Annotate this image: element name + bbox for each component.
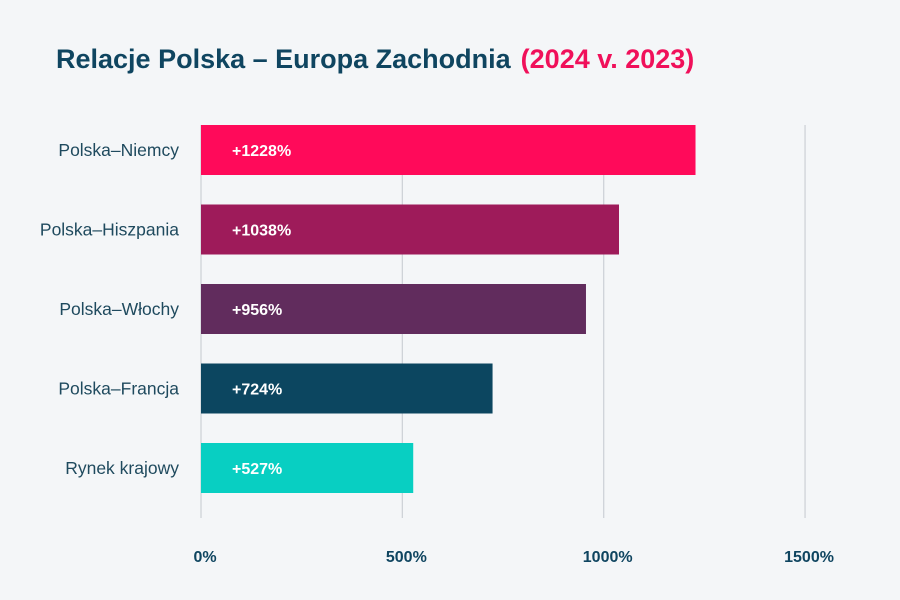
bar-value-label-2: +956% xyxy=(232,302,282,319)
category-label-4: Rynek krajowy xyxy=(65,458,179,478)
category-label-0: Polska–Niemcy xyxy=(58,140,179,160)
category-label-2: Polska–Włochy xyxy=(59,299,179,319)
chart-title-period: (2024 v. 2023) xyxy=(520,44,695,74)
chart-title-main: Relacje Polska – Europa Zachodnia xyxy=(56,44,511,74)
x-tick-label-3: 1500% xyxy=(784,549,834,566)
bar-4 xyxy=(201,443,414,493)
x-tick-label-1: 500% xyxy=(386,549,427,566)
bar-2 xyxy=(201,284,586,334)
chart-title: Relacje Polska – Europa Zachodnia (2024 v… xyxy=(56,44,694,75)
bar-3 xyxy=(201,363,493,414)
bar-value-label-0: +1228% xyxy=(232,143,291,160)
bar-value-label-1: +1038% xyxy=(232,223,291,240)
bar-value-label-4: +527% xyxy=(232,461,282,478)
x-tick-label-2: 1000% xyxy=(583,549,633,566)
x-tick-label-0: 0% xyxy=(193,549,216,566)
bar-value-label-3: +724% xyxy=(232,382,282,399)
category-label-1: Polska–Hiszpania xyxy=(40,220,179,240)
bar-0 xyxy=(201,125,696,175)
category-label-3: Polska–Francja xyxy=(58,379,179,399)
bar-1 xyxy=(201,204,620,255)
